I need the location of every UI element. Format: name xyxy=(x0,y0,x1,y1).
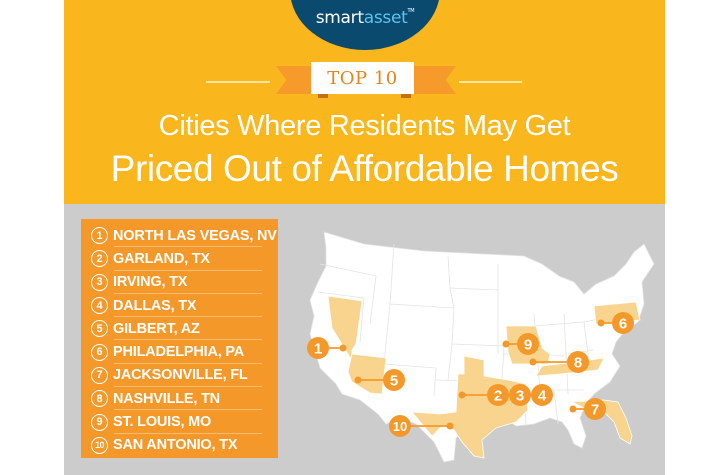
us-base-shape xyxy=(309,231,655,463)
rankings-list: 1 NORTH LAS VEGAS, NV 2 GARLAND, TX 3 IRVIN… xyxy=(81,219,278,458)
rank-badge: 6 xyxy=(91,343,108,361)
ribbon-fold-right xyxy=(401,94,411,98)
city-name: GILBERT, AZ xyxy=(113,320,200,337)
rank-badge: 1 xyxy=(91,227,108,245)
ribbon-fold-left xyxy=(318,94,328,98)
svg-text:2: 2 xyxy=(494,388,502,405)
svg-text:5: 5 xyxy=(390,373,398,390)
city-name: NORTH LAS VEGAS, NV xyxy=(113,227,277,244)
divider xyxy=(114,339,262,341)
svg-text:10: 10 xyxy=(393,419,407,434)
rank-badge: 10 xyxy=(91,436,108,454)
divider xyxy=(114,409,262,411)
logo-badge: smartassetTM xyxy=(290,0,440,50)
map-section: 1 NORTH LAS VEGAS, NV 2 GARLAND, TX 3 IRVIN… xyxy=(64,204,665,475)
list-item: 2 GARLAND, TX xyxy=(81,247,278,271)
svg-text:8: 8 xyxy=(574,355,582,372)
svg-text:3: 3 xyxy=(516,388,524,405)
state-arizona xyxy=(347,353,387,395)
rank-badge: 9 xyxy=(91,413,108,431)
map-marker-5: 5 xyxy=(354,369,405,391)
list-item: 5 GILBERT, AZ xyxy=(81,317,278,341)
city-name: JACKSONVILLE, FL xyxy=(113,367,248,384)
city-name: PHILADELPHIA, PA xyxy=(113,344,245,361)
list-item: 6 PHILADELPHIA, PA xyxy=(81,340,278,364)
smartasset-logo: smartassetTM xyxy=(290,8,440,28)
divider-right xyxy=(459,81,522,83)
svg-text:1: 1 xyxy=(314,341,322,358)
infographic: smartassetTM TOP 10 Cities Where Residen… xyxy=(64,0,665,475)
map-marker-9: 9 xyxy=(502,333,539,355)
logo-text-asset: asset xyxy=(363,8,408,28)
city-name: IRVING, TX xyxy=(113,274,188,291)
list-item: 3 IRVING, TX xyxy=(81,271,278,294)
header: smartassetTM TOP 10 Cities Where Residen… xyxy=(64,0,665,204)
map-marker-7: 7 xyxy=(569,398,606,420)
divider xyxy=(114,432,262,434)
city-name: SAN ANTONIO, TX xyxy=(113,437,238,454)
title-line-1: Cities Where Residents May Get xyxy=(158,110,571,142)
city-name: NASHVILLE, TN xyxy=(113,390,220,407)
city-name: GARLAND, TX xyxy=(113,250,210,267)
banner-label: TOP 10 xyxy=(327,67,398,89)
rank-badge: 4 xyxy=(91,297,108,315)
list-item: 9 ST. LOUIS, MO xyxy=(81,410,278,434)
list-item: 1 NORTH LAS VEGAS, NV xyxy=(81,224,278,248)
divider xyxy=(114,316,262,318)
svg-text:6: 6 xyxy=(619,316,627,333)
divider xyxy=(114,386,262,388)
state-nevada xyxy=(327,295,363,361)
rank-badge: 5 xyxy=(91,320,108,338)
map-marker-1: 1 xyxy=(307,337,347,359)
us-map: 1 5 2 3 4 xyxy=(307,231,655,463)
logo-text-smart: smart xyxy=(315,8,364,28)
map-marker-3: 3 xyxy=(498,384,531,406)
svg-text:4: 4 xyxy=(538,388,547,405)
city-name: DALLAS, TX xyxy=(113,297,197,314)
list-item: 10 SAN ANTONIO, TX xyxy=(81,434,278,457)
state-texas xyxy=(411,355,529,459)
rank-badge: 7 xyxy=(91,366,108,384)
map-marker-6: 6 xyxy=(597,312,634,334)
divider xyxy=(114,362,262,364)
top10-banner: TOP 10 xyxy=(311,62,414,94)
divider xyxy=(114,246,262,248)
list-item: 7 JACKSONVILLE, FL xyxy=(81,364,278,388)
rank-badge: 3 xyxy=(91,273,108,291)
logo-trademark: TM xyxy=(407,8,415,14)
map-marker-4: 4 xyxy=(531,384,553,406)
rank-badge: 8 xyxy=(91,390,108,408)
title-line-2: Priced Out of Affordable Homes xyxy=(110,148,619,189)
svg-text:9: 9 xyxy=(524,337,532,354)
list-item: 4 DALLAS, TX xyxy=(81,294,278,318)
divider xyxy=(114,292,262,294)
divider-left xyxy=(206,81,270,83)
rank-badge: 2 xyxy=(91,250,108,268)
divider xyxy=(114,269,262,271)
city-name: ST. LOUIS, MO xyxy=(113,414,212,431)
map-marker-10: 10 xyxy=(389,415,454,437)
svg-text:7: 7 xyxy=(591,402,599,419)
list-item: 8 NASHVILLE, TN xyxy=(81,387,278,411)
map-marker-8: 8 xyxy=(529,351,589,373)
